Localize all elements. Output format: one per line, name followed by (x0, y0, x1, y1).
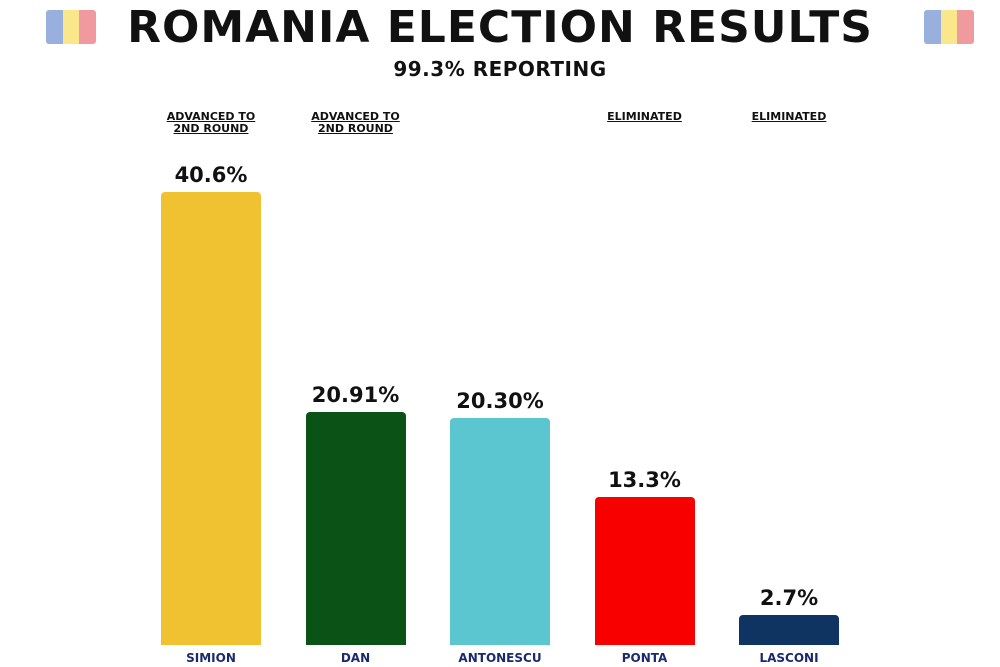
bar (594, 496, 695, 645)
bar (161, 191, 261, 645)
flag-icon (924, 10, 974, 44)
value-label: 40.6% (174, 162, 248, 187)
status-annotation: ADVANCED TO 2ND ROUND (166, 110, 256, 135)
value-label: 13.3% (608, 467, 681, 492)
category-label: ANTONESCU (458, 651, 542, 665)
category-label: LASCONI (759, 651, 819, 665)
category-label: PONTA (621, 651, 668, 665)
value-label: 20.91% (311, 382, 400, 407)
bar (305, 411, 406, 645)
bar (739, 614, 839, 645)
status-annotation: ELIMINATED (751, 110, 827, 123)
flag-icon (46, 10, 96, 44)
chart-subtitle: 99.3% REPORTING (393, 57, 607, 81)
category-label: SIMION (186, 651, 236, 665)
status-annotation: ADVANCED TO 2ND ROUND (311, 110, 400, 135)
value-label: 20.30% (456, 389, 544, 414)
status-annotation: ELIMINATED (607, 110, 682, 123)
value-label: 2.7% (759, 585, 819, 610)
chart-title: ROMANIA ELECTION RESULTS (127, 2, 873, 53)
bar (450, 418, 550, 645)
category-label: DAN (340, 651, 371, 665)
